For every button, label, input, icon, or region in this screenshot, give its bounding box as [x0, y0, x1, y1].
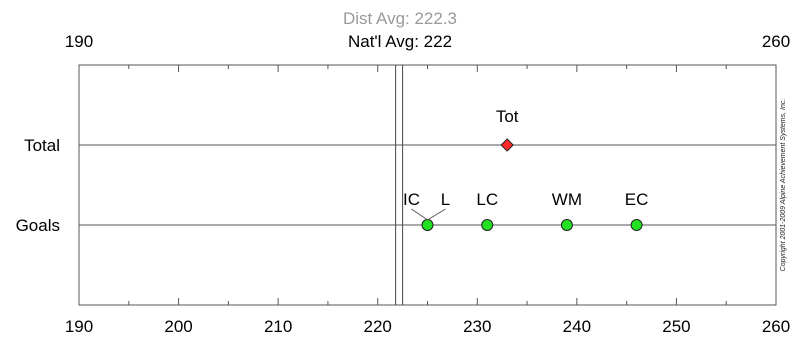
plot-area	[78, 64, 777, 306]
x-tick-label: 260	[762, 317, 790, 336]
x-tick-label: 210	[264, 317, 292, 336]
point-label: Tot	[496, 107, 519, 126]
goal-marker	[560, 219, 573, 231]
point-label: IC	[403, 190, 420, 209]
reference-label: Nat'l Avg: 222	[348, 32, 452, 51]
point-label: EC	[625, 190, 649, 209]
total-marker	[500, 138, 514, 152]
category-label: Goals	[16, 216, 60, 235]
point-label: WM	[552, 190, 582, 209]
goal-marker	[481, 219, 494, 231]
reference-lines: Dist Avg: 222.3 Nat'l Avg: 222	[343, 9, 457, 305]
label-leader	[411, 208, 428, 221]
x-tick-label: 250	[662, 317, 690, 336]
point-label: LC	[476, 190, 498, 209]
x-tick-label: 220	[364, 317, 392, 336]
x-tick-label: 230	[463, 317, 491, 336]
x-tick-label: 200	[164, 317, 192, 336]
data-points: Tot IC L LC WM EC	[403, 107, 648, 231]
point-label: L	[441, 190, 450, 209]
x-tick-label: 240	[563, 317, 591, 336]
copyright-notice: Copyright 2001-2009 Alpine Achievement S…	[780, 99, 787, 272]
category-label: Total	[24, 136, 60, 155]
x-tick-label: 190	[65, 317, 93, 336]
x-axis: 190 200 210 220 230 240 250 260 190 260	[65, 32, 790, 336]
goal-marker	[421, 219, 434, 231]
reference-label: Dist Avg: 222.3	[343, 9, 457, 28]
top-axis-label: 190	[65, 32, 93, 51]
category-rows: Total Goals	[16, 136, 776, 235]
goal-marker	[630, 219, 643, 231]
label-leader	[427, 208, 446, 221]
top-axis-label: 260	[762, 32, 790, 51]
